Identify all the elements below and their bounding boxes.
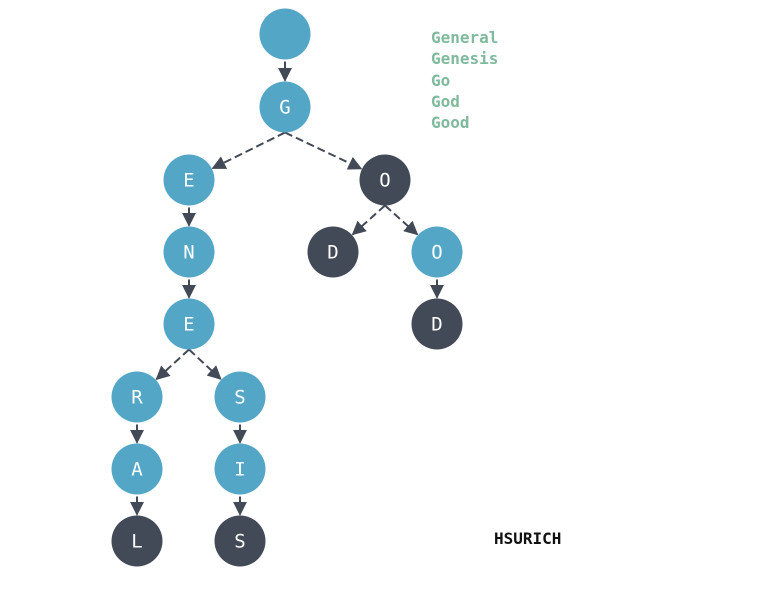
word-item: Genesis: [431, 49, 499, 69]
word-item: Go: [431, 70, 451, 90]
trie-node-general: L: [111, 515, 163, 567]
terminal-node-circle: [359, 154, 411, 206]
trie-node-gen: N: [163, 226, 215, 278]
trie-node-genera: A: [111, 443, 163, 495]
trie-node-label: N: [183, 242, 194, 264]
prefix-node-circle: [111, 371, 163, 423]
trie-node-gener: R: [111, 371, 163, 423]
trie-node-label: E: [183, 170, 194, 192]
trie-node-goo: O: [411, 226, 463, 278]
terminal-node-circle: [111, 515, 163, 567]
trie-node-gene: E: [163, 298, 215, 350]
word-list: General Genesis Go God Good: [431, 27, 498, 133]
prefix-node-circle: [163, 226, 215, 278]
prefix-node-circle: [163, 298, 215, 350]
trie-node-label: S: [234, 531, 245, 553]
prefix-node-circle: [259, 8, 311, 60]
prefix-node-circle: [163, 154, 215, 206]
trie-node-label: R: [131, 387, 143, 409]
trie-node-label: L: [131, 531, 142, 553]
terminal-node-circle: [411, 298, 463, 350]
trie-edge-gene-gener: [155, 348, 190, 381]
trie-node-label: E: [183, 314, 194, 336]
trie-edge-gene-genes: [188, 348, 222, 380]
trie-edge-g-ge: [211, 131, 286, 170]
word-item: General: [431, 28, 499, 47]
prefix-node-circle: [259, 81, 311, 133]
prefix-node-circle: [411, 226, 463, 278]
word-item: God: [431, 91, 460, 111]
trie-node-good: D: [411, 298, 463, 350]
trie-node-label: A: [131, 459, 143, 481]
trie-edge-go-god: [351, 204, 386, 236]
trie-node-label: D: [327, 242, 338, 264]
trie-node-label: I: [234, 459, 245, 481]
prefix-node-circle: [214, 443, 266, 495]
trie-node-root: [259, 8, 311, 60]
terminal-node-circle: [307, 226, 359, 278]
trie-node-g: G: [259, 81, 311, 133]
trie-node-genesis: S: [214, 515, 266, 567]
trie-node-label: D: [431, 314, 442, 336]
trie-node-label: O: [379, 170, 390, 192]
terminal-node-circle: [214, 515, 266, 567]
trie-node-label: G: [279, 97, 290, 119]
trie-edge-g-go: [284, 131, 363, 170]
prefix-node-circle: [214, 371, 266, 423]
word-item: Good: [431, 113, 470, 133]
trie-edges: [130, 61, 444, 516]
prefix-node-circle: [111, 443, 163, 495]
author-label: HSURICH: [494, 529, 562, 548]
trie-node-label: S: [234, 387, 245, 409]
trie-node-god: D: [307, 226, 359, 278]
trie-node-go: O: [359, 154, 411, 206]
trie-nodes: G E N E R A L S I S O D O D: [111, 8, 463, 567]
trie-edge-go-goo: [384, 204, 419, 236]
trie-node-genesi: I: [214, 443, 266, 495]
trie-node-ge: E: [163, 154, 215, 206]
trie-node-genes: S: [214, 371, 266, 423]
trie-node-label: O: [431, 242, 442, 264]
